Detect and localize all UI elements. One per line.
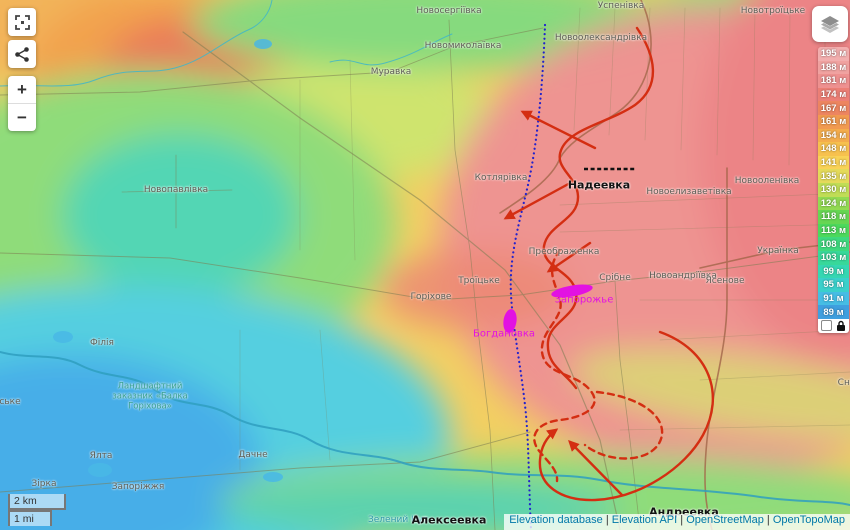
elevation-legend-panel: 195 м 188 м 181 м 174 м 167 м 161 м 154 м 148 м… (818, 47, 849, 333)
attribution-bar: Elevation database | Elevation API | Ope… (504, 514, 850, 530)
legend-entry: 195 м (818, 47, 849, 61)
legend-opacity-checkbox[interactable] (821, 320, 833, 332)
scale-control: 2 km 1 mi (8, 494, 66, 526)
legend-entry: 108 м (818, 237, 849, 251)
legend-entry: 135 м (818, 169, 849, 183)
legend-footer (818, 318, 849, 333)
scale-km: 2 km (8, 494, 66, 510)
attribution-link[interactable]: OpenStreetMap (686, 514, 764, 526)
legend-entry: 130 м (818, 182, 849, 197)
layers-icon (821, 16, 839, 33)
zoom-control: + − (8, 76, 36, 131)
legend-entry: 154 м (818, 128, 849, 143)
attribution-link[interactable]: OpenTopoMap (772, 514, 845, 526)
layers-button[interactable] (812, 6, 848, 42)
legend-entry: 148 м (818, 142, 849, 156)
attribution-link[interactable]: Elevation API (611, 514, 678, 526)
attribution-link[interactable]: Elevation database (509, 514, 603, 526)
legend-entry: 188 м (818, 60, 849, 75)
legend-entry: 141 м (818, 155, 849, 170)
elevation-legend: 195 м 188 м 181 м 174 м 167 м 161 м 154 м 148 м… (818, 47, 849, 319)
legend-entry: 113 м (818, 223, 849, 238)
lock-icon[interactable] (836, 320, 846, 332)
legend-entry: 174 м (818, 87, 849, 102)
legend-entry: 161 м (818, 114, 849, 129)
front-line (509, 23, 547, 530)
zoom-out-button[interactable]: − (17, 107, 27, 127)
legend-entry: 181 м (818, 74, 849, 88)
share-button[interactable] (8, 40, 36, 68)
share-icon (15, 46, 29, 62)
fullscreen-icon (14, 14, 30, 30)
legend-entry: 89 м (818, 305, 849, 319)
fullscreen-button[interactable] (8, 8, 36, 36)
legend-entry: 167 м (818, 101, 849, 115)
zoom-in-button[interactable]: + (8, 76, 36, 104)
water-features (0, 0, 850, 506)
legend-entry: 95 м (818, 278, 849, 292)
legend-entry: 99 м (818, 264, 849, 279)
attribution-links: Elevation database | Elevation API | Ope… (509, 514, 845, 526)
scale-mi: 1 mi (8, 510, 52, 526)
legend-entry: 118 м (818, 210, 849, 224)
legend-entry: 124 м (818, 196, 849, 211)
legend-entry: 103 м (818, 250, 849, 265)
attribution-separator: | (763, 514, 773, 526)
advance-arrows (503, 26, 715, 502)
attribution-separator: | (677, 514, 687, 526)
attribution-separator: | (602, 514, 612, 526)
legend-entry: 91 м (818, 291, 849, 306)
position-marks (503, 284, 593, 333)
